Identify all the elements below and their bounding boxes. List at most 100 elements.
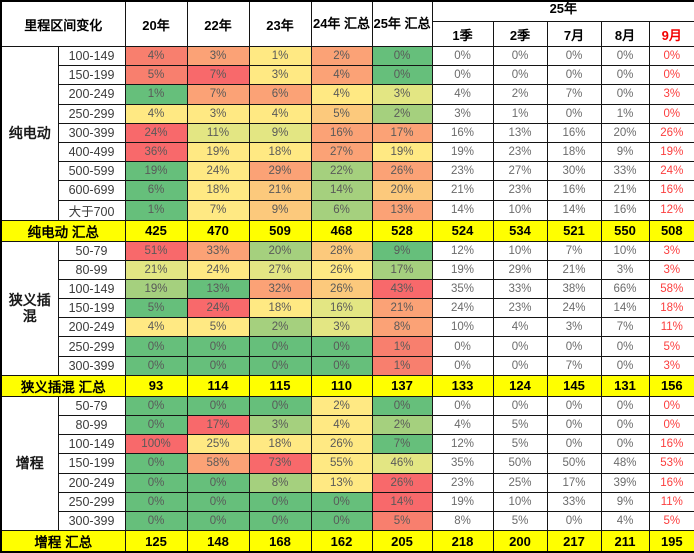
table-row: 80-99 21% 24% 27% 26% 17% 19% 29% 21% 3% 3%	[1, 259, 694, 280]
value-cell: 0%	[600, 84, 650, 105]
heat-cell: 1%	[371, 336, 433, 357]
value-cell-sep: 3%	[648, 240, 694, 261]
heat-cell: 14%	[371, 491, 433, 512]
value-cell: 14%	[546, 199, 602, 221]
table-row: 250-299 0% 0% 0% 0% 14% 19% 10% 33% 9% 11%	[1, 491, 694, 512]
value-cell: 0%	[546, 336, 602, 357]
heat-cell: 55%	[310, 453, 373, 474]
heat-cell: 18%	[248, 434, 312, 455]
value-cell: 23%	[492, 298, 548, 319]
row-label: 150-199	[57, 298, 126, 319]
heat-cell: 26%	[310, 278, 373, 300]
heat-cell: 7%	[186, 84, 250, 105]
heat-cell: 21%	[248, 180, 312, 201]
total-value-cell: 508	[648, 219, 694, 242]
value-cell: 1%	[492, 103, 548, 124]
value-cell: 19%	[431, 259, 494, 280]
value-cell: 0%	[600, 355, 650, 376]
heat-cell: 32%	[248, 278, 312, 300]
heat-cell: 0%	[310, 510, 373, 532]
value-cell: 3%	[546, 317, 602, 338]
heat-cell: 9%	[248, 199, 312, 221]
table-row: 200-249 0% 0% 8% 13% 26% 23% 25% 17% 39% 16%	[1, 472, 694, 493]
heat-cell: 58%	[186, 453, 250, 474]
value-cell: 14%	[431, 199, 494, 221]
heat-cell: 33%	[186, 240, 250, 261]
col-header-q1: 1季	[431, 21, 494, 47]
value-cell-sep: 5%	[648, 336, 694, 357]
col-header-22: 22年	[186, 0, 250, 47]
table-row: 80-99 0% 17% 3% 4% 2% 4% 5% 0% 0% 0%	[1, 414, 694, 436]
value-cell: 4%	[600, 510, 650, 532]
heat-cell: 100%	[124, 434, 188, 455]
value-cell: 10%	[600, 240, 650, 261]
heat-cell: 0%	[310, 336, 373, 357]
total-value-cell: 211	[600, 530, 650, 553]
value-cell: 0%	[492, 65, 548, 86]
value-cell: 18%	[546, 141, 602, 163]
value-cell-sep: 0%	[648, 103, 694, 124]
heat-cell: 0%	[248, 395, 312, 417]
table-row: 增程 50-79 0% 0% 0% 2% 0% 0% 0% 0% 0% 0%	[0, 395, 694, 532]
total-value-cell: 137	[371, 374, 433, 397]
value-cell-sep: 3%	[648, 84, 694, 105]
total-value-cell: 200	[492, 530, 548, 553]
heat-cell: 18%	[248, 141, 312, 163]
value-cell: 7%	[546, 355, 602, 376]
heat-cell: 4%	[310, 414, 373, 436]
heat-cell: 13%	[310, 472, 373, 493]
heat-cell: 8%	[248, 472, 312, 493]
row-label: 300-399	[57, 510, 126, 532]
table-body: 纯电动 100-149 4% 3% 1% 2% 0% 0% 0% 0% 0% 0% 150-199 5% 7…	[0, 45, 694, 553]
heat-cell: 0%	[186, 395, 250, 417]
heat-cell: 46%	[371, 453, 433, 474]
row-label: 100-149	[57, 45, 126, 67]
total-row-label: 增程 汇总	[0, 530, 126, 553]
value-cell: 35%	[431, 278, 494, 300]
total-value-cell: 145	[546, 374, 602, 397]
col-header-jul: 7月	[546, 21, 602, 47]
total-row: 纯电动 汇总 425 470 509 468 528 524 534 521 550 508	[0, 219, 694, 242]
total-value-cell: 168	[248, 530, 312, 553]
table-row: 200-249 4% 5% 2% 3% 8% 10% 4% 3% 7% 11%	[1, 317, 694, 338]
heat-cell: 22%	[310, 161, 373, 182]
total-value-cell: 470	[186, 219, 250, 242]
table-row: 250-299 4% 3% 4% 5% 2% 3% 1% 0% 1% 0%	[1, 103, 694, 124]
value-cell: 0%	[600, 336, 650, 357]
header-row-months: 1季 2季 7月 8月 9月	[1, 21, 694, 47]
value-cell-sep: 0%	[648, 414, 694, 436]
value-cell-sep: 24%	[648, 161, 694, 182]
heat-cell: 9%	[248, 122, 312, 143]
heat-cell: 21%	[371, 298, 433, 319]
value-cell: 24%	[431, 298, 494, 319]
row-label: 250-299	[57, 103, 126, 124]
heat-cell: 0%	[310, 491, 373, 512]
total-value-cell: 534	[492, 219, 548, 242]
heat-cell: 2%	[371, 103, 433, 124]
value-cell: 5%	[492, 510, 548, 532]
value-cell: 8%	[431, 510, 494, 532]
value-cell: 30%	[546, 161, 602, 182]
col-header-23: 23年	[248, 0, 312, 47]
row-label: 250-299	[57, 491, 126, 512]
value-cell: 0%	[431, 65, 494, 86]
total-value-cell: 115	[248, 374, 312, 397]
heat-cell: 29%	[248, 161, 312, 182]
col-header-q2: 2季	[492, 21, 548, 47]
value-cell-sep: 16%	[648, 434, 694, 455]
heat-cell: 16%	[310, 122, 373, 143]
heat-cell: 5%	[310, 103, 373, 124]
heat-cell: 17%	[371, 259, 433, 280]
value-cell-sep: 0%	[648, 45, 694, 67]
value-cell: 0%	[546, 414, 602, 436]
heat-cell: 0%	[248, 491, 312, 512]
value-cell: 19%	[431, 141, 494, 163]
value-cell-sep: 5%	[648, 510, 694, 532]
table-row: 600-699 6% 18% 21% 14% 20% 21% 23% 16% 21% 16%	[1, 180, 694, 201]
heat-cell: 1%	[124, 84, 188, 105]
value-cell: 0%	[546, 395, 602, 417]
heat-cell: 4%	[248, 103, 312, 124]
heat-cell: 24%	[186, 259, 250, 280]
heat-cell: 27%	[310, 141, 373, 163]
value-cell: 0%	[492, 395, 548, 417]
